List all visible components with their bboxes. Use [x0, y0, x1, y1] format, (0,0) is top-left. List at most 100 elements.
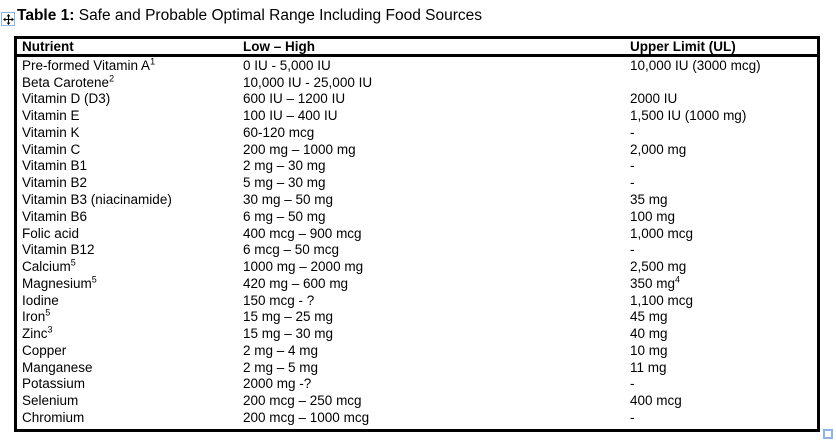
upper-limit-cell[interactable]: 100 mg: [630, 208, 676, 224]
nutrient-cell[interactable]: Vitamin B1: [22, 158, 88, 174]
upper-limit-cell[interactable]: 2000 IU: [630, 91, 678, 107]
range-cell[interactable]: 200 mcg – 250 mcg: [243, 393, 362, 409]
nutrient-cell[interactable]: Vitamin B3 (niacinamide): [22, 192, 172, 207]
nutrient-cell[interactable]: Vitamin K: [22, 124, 80, 140]
upper-limit-cell[interactable]: -: [630, 376, 635, 392]
header-upper-limit[interactable]: Upper Limit (UL): [630, 39, 736, 54]
range-cell[interactable]: 400 mcg – 900 mcg: [243, 225, 362, 241]
range-cell[interactable]: 6 mg – 50 mg: [243, 208, 326, 224]
nutrient-cell[interactable]: Vitamin C: [22, 141, 81, 157]
range-cell[interactable]: 30 mg – 50 mg: [243, 192, 334, 207]
nutrient-cell[interactable]: Iron5: [22, 309, 51, 325]
range-cell[interactable]: 2 mg – 30 mg: [243, 158, 326, 174]
footnote-superscript: 5: [70, 259, 76, 268]
upper-limit-cell[interactable]: -: [630, 175, 635, 191]
range-cell[interactable]: 6 mcg – 50 mcg: [243, 242, 340, 258]
table-caption-text: Safe and Probable Optimal Range Includin…: [74, 7, 482, 24]
table-row: Vitamin C 200 mg – 1000 mg 2,000 mg: [17, 141, 817, 158]
upper-limit-cell[interactable]: 400 mcg: [630, 393, 682, 409]
nutrient-cell[interactable]: Vitamin B2: [22, 175, 88, 191]
table-row: Vitamin B1 2 mg – 30 mg -: [17, 158, 817, 175]
misspelled-text: mcg: [288, 124, 315, 140]
table-row: Iron5 15 mg – 25 mg 45 mg: [17, 308, 817, 325]
range-cell[interactable]: 60-120 mcg: [243, 124, 315, 140]
range-cell[interactable]: 1000 mg – 2000 mg: [243, 259, 364, 275]
misspelled-text: niacinamide: [95, 192, 168, 207]
table-row: Chromium 200 mcg – 1000 mcg -: [17, 409, 817, 426]
table-resize-handle[interactable]: [823, 429, 833, 439]
range-cell[interactable]: 0 IU - 5,000 IU: [243, 57, 331, 73]
range-cell[interactable]: 15 mg – 30 mg: [243, 326, 334, 342]
table-row: Calcium5 1000 mg – 2000 mg 2,500 mg: [17, 258, 817, 275]
range-cell[interactable]: 15 mg – 25 mg: [243, 309, 334, 325]
nutrient-cell[interactable]: Selenium: [22, 393, 79, 409]
nutrient-cell[interactable]: Chromium: [22, 409, 85, 425]
upper-limit-cell[interactable]: 45 mg: [630, 309, 668, 325]
table-row: Iodine 150 mcg - ? 1,100 mcg: [17, 292, 817, 309]
table-row: Pre-formed Vitamin A1 0 IU - 5,000 IU 10,0…: [17, 57, 817, 74]
nutrient-cell[interactable]: Manganese: [22, 359, 93, 375]
table-row: Beta Carotene2 10,000 IU - 25,000 IU: [17, 74, 817, 91]
range-cell[interactable]: 5 mg – 30 mg: [243, 175, 326, 191]
upper-limit-cell[interactable]: 10 mg: [630, 342, 668, 358]
footnote-superscript: 3: [47, 326, 53, 335]
range-cell[interactable]: 100 IU – 400 IU: [243, 108, 338, 124]
upper-limit-cell[interactable]: -: [630, 409, 635, 425]
nutrient-cell[interactable]: Zinc3: [22, 326, 53, 342]
upper-limit-cell[interactable]: 2,500 mg: [630, 259, 687, 275]
nutrient-cell[interactable]: Beta Carotene2: [22, 74, 115, 90]
range-cell[interactable]: 150 mcg - ?: [243, 292, 315, 308]
table-caption[interactable]: Table 1: Safe and Probable Optimal Range…: [17, 6, 482, 26]
nutrient-cell[interactable]: Potassium: [22, 376, 86, 392]
upper-limit-cell[interactable]: -: [630, 124, 635, 140]
nutrient-cell[interactable]: Vitamin B12: [22, 242, 95, 258]
range-cell[interactable]: 2 mg – 5 mg: [243, 359, 319, 375]
nutrient-cell[interactable]: Iodine: [22, 292, 59, 308]
range-cell[interactable]: 200 mcg – 1000 mcg: [243, 409, 370, 425]
table-row: Vitamin B2 5 mg – 30 mg -: [17, 174, 817, 191]
footnote-superscript: 4: [675, 275, 681, 285]
table-row: Vitamin E 100 IU – 400 IU 1,500 IU (1000 m…: [17, 107, 817, 124]
range-cell[interactable]: 2000 mg -?: [243, 376, 312, 392]
table-row: Vitamin B6 6 mg – 50 mg 100 mg: [17, 208, 817, 225]
range-cell[interactable]: 10,000 IU - 25,000 IU: [243, 74, 373, 90]
range-cell[interactable]: 2 mg – 4 mg: [243, 342, 319, 358]
footnote-superscript: 5: [45, 309, 51, 318]
nutrient-cell[interactable]: Calcium5: [22, 259, 76, 275]
table-row: Vitamin B12 6 mcg – 50 mcg -: [17, 241, 817, 258]
table-row: Magnesium5 420 mg – 600 mg 350 mg4: [17, 275, 817, 292]
table-row: Folic acid 400 mcg – 900 mcg 1,000 mcg: [17, 225, 817, 242]
upper-limit-cell[interactable]: 11 mg: [630, 359, 667, 375]
nutrient-cell[interactable]: Folic acid: [22, 225, 80, 241]
table-row: Zinc3 15 mg – 30 mg 40 mg: [17, 325, 817, 342]
upper-limit-cell[interactable]: -: [630, 242, 635, 258]
range-cell[interactable]: 600 IU – 1200 IU: [243, 91, 346, 107]
upper-limit-cell[interactable]: -: [630, 158, 635, 174]
nutrient-table: Nutrient Low – High Upper Limit (UL) Pre…: [14, 36, 820, 432]
nutrient-cell[interactable]: Vitamin D (D3): [22, 91, 111, 107]
range-cell[interactable]: 420 mg – 600 mg: [243, 275, 349, 291]
header-low-high[interactable]: Low – High: [243, 39, 315, 54]
nutrient-cell[interactable]: Magnesium5: [22, 275, 97, 291]
upper-limit-cell[interactable]: 1,100 mcg: [630, 292, 694, 308]
table-row: Vitamin K 60-120 mcg -: [17, 124, 817, 141]
nutrient-cell[interactable]: Pre-formed Vitamin A1: [22, 57, 156, 73]
header-nutrient[interactable]: Nutrient: [22, 39, 74, 54]
upper-limit-cell[interactable]: 350 mg4: [630, 275, 681, 291]
range-cell[interactable]: 200 mg – 1000 mg: [243, 141, 356, 157]
nutrient-cell[interactable]: Copper: [22, 342, 67, 358]
upper-limit-cell[interactable]: 40 mg: [630, 326, 668, 342]
table-row: Manganese 2 mg – 5 mg 11 mg: [17, 359, 817, 376]
upper-limit-cell[interactable]: 2,000 mg: [630, 141, 687, 157]
nutrient-cell[interactable]: Vitamin B6: [22, 208, 88, 224]
table-move-handle[interactable]: [1, 12, 15, 26]
table-row: Vitamin B3 (niacinamide) 30 mg – 50 mg 35 …: [17, 191, 817, 208]
upper-limit-cell[interactable]: 10,000 IU (3000 mcg): [630, 57, 761, 73]
nutrient-cell[interactable]: Vitamin E: [22, 108, 80, 124]
upper-limit-cell[interactable]: 1,000 mcg: [630, 225, 694, 241]
table-row: Copper 2 mg – 4 mg 10 mg: [17, 342, 817, 359]
upper-limit-cell[interactable]: 35 mg: [630, 192, 668, 207]
upper-limit-cell[interactable]: 1,500 IU (1000 mg): [630, 108, 747, 124]
footnote-superscript: 2: [109, 74, 115, 84]
